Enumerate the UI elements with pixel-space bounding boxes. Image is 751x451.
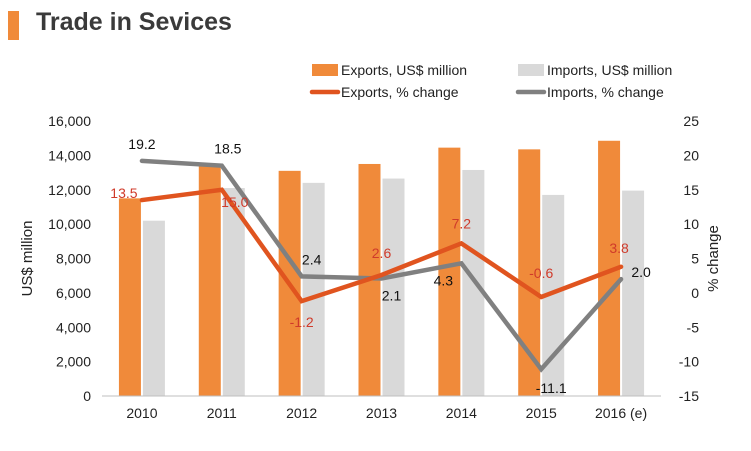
y-tick-label: 12,000 — [48, 182, 91, 198]
y-tick-label: 6,000 — [56, 285, 91, 301]
imports-pct-change-line — [139, 158, 624, 373]
y-tick-label: 2,000 — [56, 354, 91, 370]
y-tick-label: 0 — [83, 388, 91, 404]
imports-pct-label: -11.1 — [536, 380, 567, 396]
imports-bar — [622, 190, 645, 396]
exports-pct-label: 3.8 — [609, 240, 629, 256]
y2-tick-label: 5 — [691, 251, 699, 267]
legend-imports-bar-label: Imports, US$ million — [547, 62, 672, 78]
legend-imports-bar-swatch — [518, 64, 544, 76]
imports-bar — [142, 220, 165, 396]
y2-tick-label: -10 — [679, 354, 699, 370]
y2-tick-label: 15 — [683, 182, 699, 198]
y2-tick-label: -5 — [687, 319, 700, 335]
exports-bar — [118, 198, 141, 396]
imports-pct-label: 2.4 — [302, 251, 322, 267]
y2-tick-label: 10 — [683, 216, 699, 232]
y-tick-label: 14,000 — [48, 147, 91, 163]
title-accent-bar — [8, 11, 19, 40]
exports-pct-label: -0.6 — [529, 265, 553, 281]
x-tick-label: 2016 (e) — [595, 405, 647, 421]
exports-pct-change-line — [139, 187, 624, 304]
legend-exports-bar-label: Exports, US$ million — [341, 62, 467, 78]
page-title: Trade in Sevices — [36, 8, 232, 36]
legend-exports-line-label: Exports, % change — [341, 84, 459, 100]
y-tick-label: 4,000 — [56, 319, 91, 335]
x-tick-label: 2011 — [207, 405, 237, 421]
y-tick-label: 16,000 — [48, 113, 91, 129]
x-tick-label: 2014 — [446, 405, 477, 421]
imports-bar — [222, 188, 245, 396]
imports-bar — [542, 194, 565, 396]
exports-pct-label: 15.0 — [221, 194, 248, 210]
exports-pct-label: -1.2 — [290, 314, 314, 330]
imports-pct-label: 2.1 — [382, 287, 402, 303]
imports-bar — [462, 169, 485, 396]
y-tick-label: 10,000 — [48, 216, 91, 232]
x-tick-label: 2015 — [526, 405, 557, 421]
x-tick-label: 2012 — [286, 405, 317, 421]
y2-tick-label: 20 — [683, 147, 699, 163]
y2-axis-title: % change — [705, 225, 722, 292]
y2-tick-label: -15 — [679, 388, 699, 404]
legend-exports-bar-swatch — [312, 64, 338, 76]
legend-imports-line-label: Imports, % change — [547, 84, 664, 100]
exports-pct-label: 13.5 — [110, 185, 137, 201]
exports-bar — [198, 165, 221, 396]
imports-bar — [302, 182, 325, 396]
imports-pct-label: 18.5 — [214, 141, 241, 157]
imports-pct-label: 2.0 — [631, 264, 651, 280]
exports-bar — [518, 149, 541, 396]
imports-pct-label: 19.2 — [128, 136, 155, 152]
imports-pct-label: 4.3 — [434, 272, 454, 288]
imports-bar — [382, 178, 405, 396]
y2-tick-label: 0 — [691, 285, 699, 301]
exports-pct-label: 7.2 — [452, 215, 472, 231]
y-axis-title: US$ million — [19, 221, 36, 297]
y2-tick-label: 25 — [683, 113, 699, 129]
x-tick-label: 2013 — [366, 405, 397, 421]
exports-pct-label: 2.6 — [372, 245, 392, 261]
exports-bar — [438, 147, 461, 396]
y-tick-label: 8,000 — [56, 251, 91, 267]
x-tick-label: 2010 — [126, 405, 157, 421]
exports-bar — [598, 140, 621, 396]
